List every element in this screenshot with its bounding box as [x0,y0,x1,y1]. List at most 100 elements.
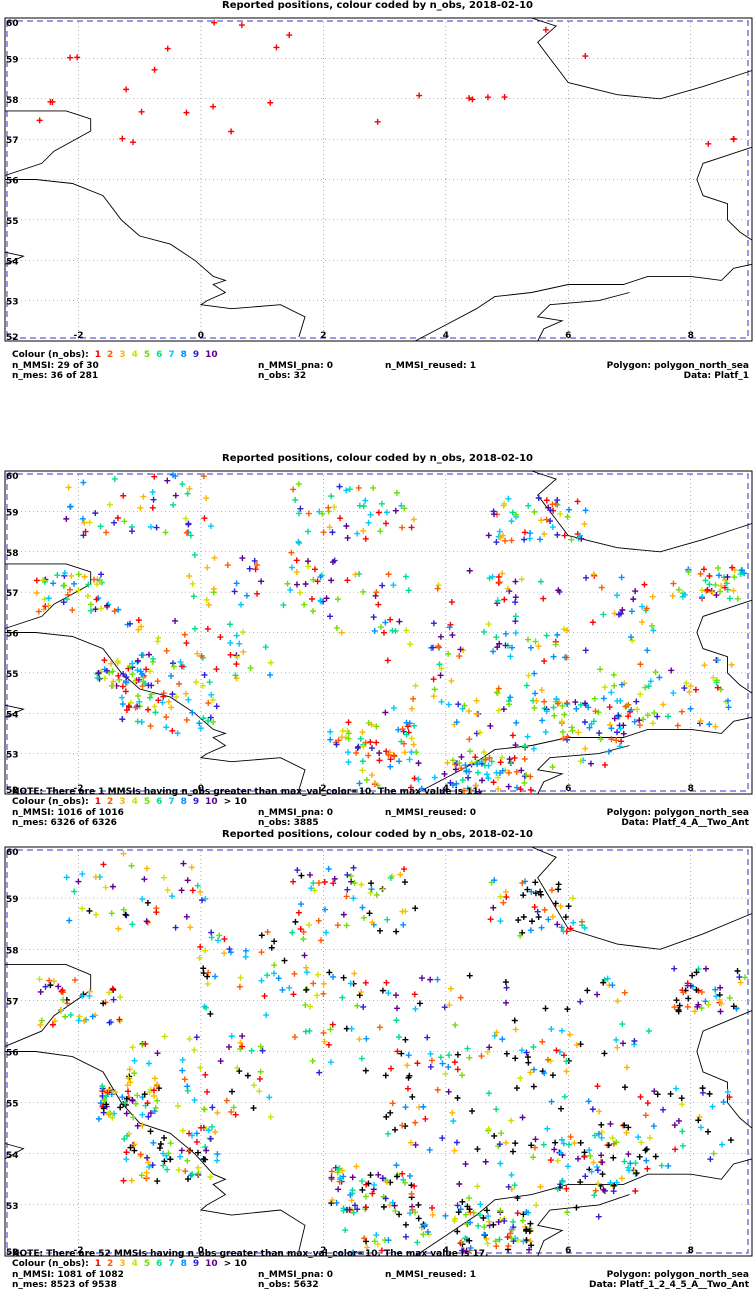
position-marker [535,495,542,502]
position-marker [501,94,508,101]
colour-legend-entry: 8 [180,350,187,360]
position-marker [491,1032,498,1039]
position-marker [208,691,215,698]
position-marker [337,1174,344,1181]
position-marker [128,528,135,535]
position-marker [350,864,357,871]
position-marker [558,1027,565,1034]
position-marker [250,1105,257,1112]
position-marker [531,1144,538,1151]
position-marker [695,1001,702,1008]
position-marker [368,772,375,779]
position-marker [281,957,288,964]
colour-legend-label: Colour (n_obs): [12,797,89,807]
x-tick-label: 6 [565,331,571,341]
position-marker [601,1187,608,1194]
position-marker [466,1054,473,1061]
position-marker [246,565,253,572]
position-marker [258,932,265,939]
position-marker [637,661,644,668]
position-marker [679,1128,686,1135]
position-marker [600,979,607,986]
position-marker [374,118,381,125]
position-marker [458,753,465,760]
position-marker [545,916,552,923]
colour-legend-entry: 5 [143,1259,151,1269]
position-marker [724,573,731,580]
position-marker [141,876,148,883]
position-marker [64,591,71,598]
position-marker [314,578,321,585]
position-marker [368,880,375,887]
position-marker [439,1135,446,1142]
position-marker [621,1084,628,1091]
position-marker [438,665,445,672]
position-marker [187,1172,194,1179]
position-marker [488,758,495,765]
position-marker [587,1152,594,1159]
position-marker [714,656,721,663]
position-marker [247,665,254,672]
position-marker [407,784,414,791]
position-marker [85,581,92,588]
position-marker [577,1139,584,1146]
position-marker [379,582,386,589]
position-marker [613,1036,620,1043]
position-marker [415,760,422,767]
position-marker [352,571,359,578]
position-marker [535,914,542,921]
position-marker [193,1130,200,1137]
panel-info: NOTE: There are 52 MMSIs having n_obs gr… [0,1249,755,1290]
position-marker [532,879,539,886]
position-marker [462,1211,469,1218]
position-marker [607,1120,614,1127]
y-tick-label: 58 [6,549,19,559]
position-marker [632,588,639,595]
position-marker [376,927,383,934]
position-marker [231,588,238,595]
coastline [4,704,25,718]
position-marker [610,1154,617,1161]
position-marker [86,519,93,526]
position-marker [673,997,680,1004]
position-marker [37,988,44,995]
position-marker [642,684,649,691]
position-marker [356,992,363,999]
position-marker [566,1031,573,1038]
position-marker [412,1005,419,1012]
position-marker [540,1141,547,1148]
position-marker [233,675,240,682]
position-marker [670,580,677,587]
position-marker [362,979,369,986]
position-marker [693,986,700,993]
position-markers [33,472,748,795]
position-marker [635,1134,642,1141]
position-marker [507,653,514,660]
position-marker [147,668,154,675]
position-marker [162,529,169,536]
position-marker [375,601,382,608]
position-marker [144,919,151,926]
y-tick-label: 53 [6,298,19,308]
position-marker [700,566,707,573]
position-marker [350,1209,357,1216]
position-marker [411,775,418,782]
coastline [696,1010,753,1129]
position-marker [64,1000,71,1007]
position-marker [150,1087,157,1094]
position-marker [357,735,364,742]
position-marker [712,986,719,993]
position-marker [521,755,528,762]
position-marker [33,577,40,584]
position-marker [502,1139,509,1146]
position-marker [129,921,136,928]
position-marker [530,1044,537,1051]
position-marker [427,1063,434,1070]
position-marker [454,1202,461,1209]
position-marker [391,753,398,760]
position-marker [340,1173,347,1180]
position-marker [394,1173,401,1180]
position-marker [581,1149,588,1156]
position-marker [474,1183,481,1190]
position-marker [116,676,123,683]
